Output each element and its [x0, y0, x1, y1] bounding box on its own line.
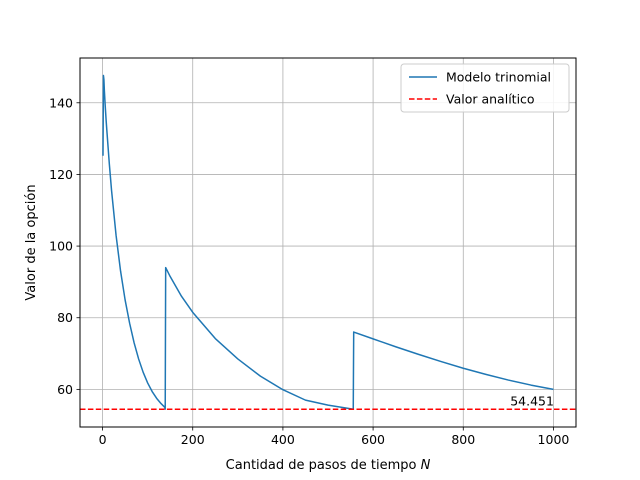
legend-box — [400, 63, 570, 113]
legend-label-2: Valor analítico — [446, 92, 535, 107]
analytic-value-annotation: 54.451 — [510, 393, 554, 408]
y-tick-label: 60 — [57, 382, 73, 397]
x-tick-label: 400 — [271, 432, 295, 447]
x-tick-label: 0 — [99, 432, 107, 447]
ticks: 0 200 400 600 800 1000 60 80 100 120 140 — [49, 95, 569, 447]
y-tick-label: 120 — [49, 167, 73, 182]
y-tick-label: 80 — [57, 310, 73, 325]
x-axis-label: Cantidad de pasos de tiempo N — [226, 458, 431, 473]
plot-frame — [79, 57, 577, 428]
series-line-1 — [102, 74, 554, 410]
x-tick-label: 800 — [451, 432, 475, 447]
grid — [80, 58, 576, 427]
legend-label-1: Modelo trinomial — [446, 70, 551, 85]
y-tick-label: 140 — [49, 95, 73, 110]
x-tick-label: 1000 — [538, 432, 570, 447]
y-tick-label: 100 — [49, 239, 73, 254]
x-tick-label: 200 — [181, 432, 205, 447]
y-axis-label: Valor de la opción — [24, 184, 39, 300]
series-layer — [80, 74, 576, 411]
legend: Modelo trinomial Valor analítico — [400, 63, 570, 113]
x-tick-label: 600 — [361, 432, 385, 447]
